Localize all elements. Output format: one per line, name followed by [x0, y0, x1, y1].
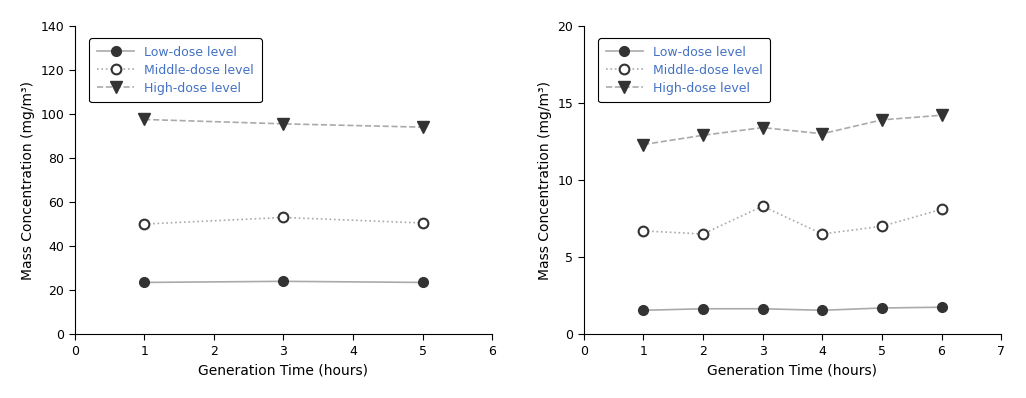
- Middle-dose level: [637, 228, 649, 233]
- High-dose level: [277, 121, 289, 126]
- Middle-dose level: [936, 207, 948, 212]
- Low-dose level: [637, 308, 649, 313]
- High-dose level: [417, 125, 429, 129]
- Low-dose level: [876, 306, 889, 310]
- Middle-dose level: [756, 204, 768, 209]
- Low-dose level: [756, 306, 768, 311]
- Middle-dose level: [139, 222, 151, 226]
- Low-dose level: [417, 280, 429, 285]
- Line: Middle-dose level: Middle-dose level: [638, 201, 946, 239]
- Line: High-dose level: High-dose level: [139, 114, 428, 133]
- Legend: Low-dose level, Middle-dose level, High-dose level: Low-dose level, Middle-dose level, High-…: [89, 38, 262, 102]
- Middle-dose level: [816, 232, 828, 236]
- Low-dose level: [816, 308, 828, 313]
- Line: High-dose level: High-dose level: [638, 110, 947, 150]
- Line: Low-dose level: Low-dose level: [140, 277, 428, 287]
- High-dose level: [697, 133, 709, 138]
- Legend: Low-dose level, Middle-dose level, High-dose level: Low-dose level, Middle-dose level, High-…: [598, 38, 771, 102]
- High-dose level: [139, 117, 151, 122]
- Low-dose level: [697, 306, 709, 311]
- High-dose level: [816, 131, 828, 136]
- Low-dose level: [936, 305, 948, 310]
- X-axis label: Generation Time (hours): Generation Time (hours): [707, 363, 877, 377]
- Middle-dose level: [417, 220, 429, 225]
- X-axis label: Generation Time (hours): Generation Time (hours): [198, 363, 368, 377]
- High-dose level: [876, 117, 889, 122]
- High-dose level: [756, 125, 768, 130]
- Middle-dose level: [277, 215, 289, 220]
- Middle-dose level: [697, 232, 709, 236]
- Line: Low-dose level: Low-dose level: [638, 302, 946, 315]
- Y-axis label: Mass Concentration (mg/m³): Mass Concentration (mg/m³): [21, 80, 35, 279]
- High-dose level: [637, 142, 649, 147]
- Line: Middle-dose level: Middle-dose level: [140, 213, 428, 229]
- Middle-dose level: [876, 224, 889, 229]
- Y-axis label: Mass Concentration (mg/m³): Mass Concentration (mg/m³): [538, 80, 552, 279]
- Low-dose level: [277, 279, 289, 284]
- High-dose level: [936, 113, 948, 118]
- Low-dose level: [139, 280, 151, 285]
